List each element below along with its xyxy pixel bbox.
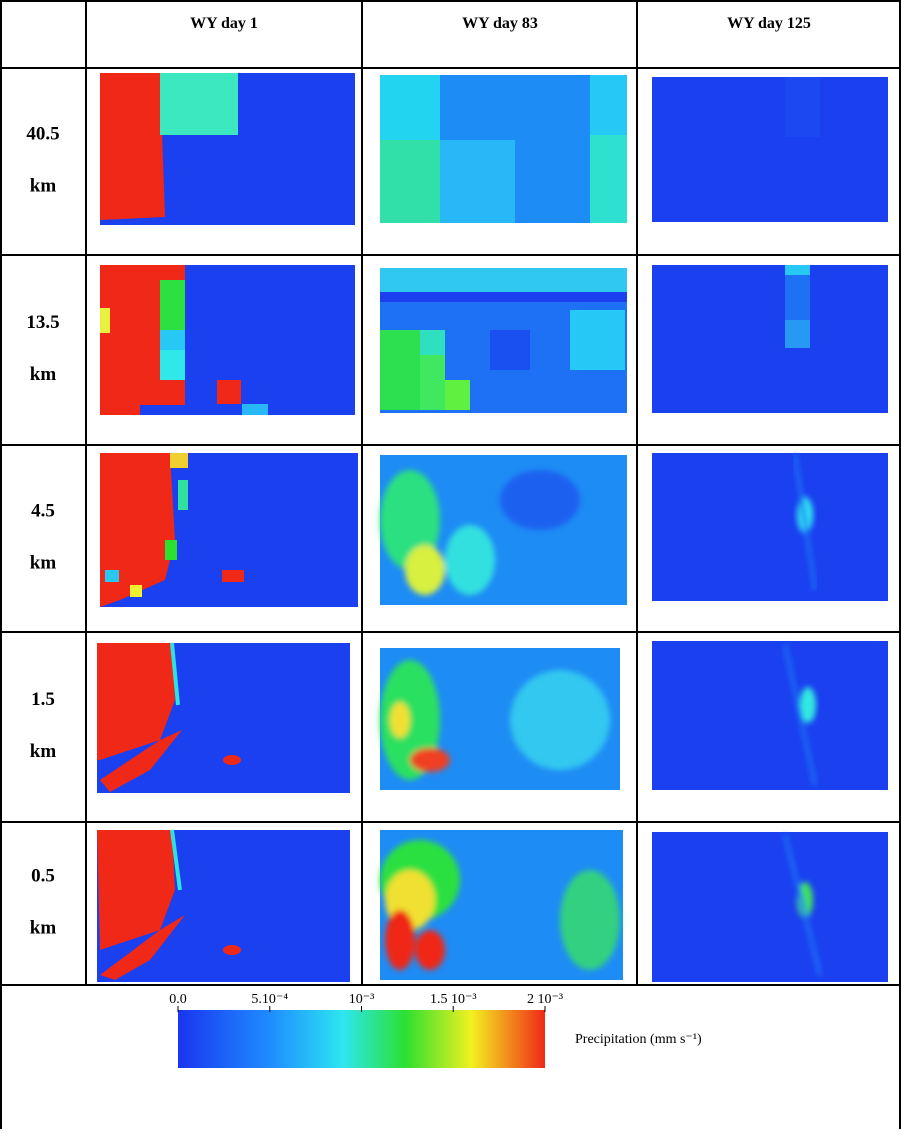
row-label: 0.5 [31, 866, 55, 887]
map-panel [100, 73, 355, 225]
colorbar-tick-label: 1.5 10⁻³ [430, 992, 477, 1007]
map-panel [100, 265, 355, 415]
colorbar [178, 1010, 545, 1068]
map-panel [380, 75, 627, 223]
row-unit: km [30, 553, 57, 574]
map-panel [652, 832, 888, 982]
colorbar-tick-label: 10⁻³ [349, 992, 375, 1007]
map-panel [652, 77, 888, 222]
map-panel [652, 453, 888, 601]
row-label: 1.5 [31, 689, 55, 710]
map-panel [652, 641, 888, 790]
row-label: 40.5 [26, 124, 59, 145]
row-unit: km [30, 176, 57, 197]
row-unit: km [30, 741, 57, 762]
row-unit: km [30, 918, 57, 939]
map-panel [380, 455, 627, 605]
row-unit: km [30, 364, 57, 385]
map-panel [97, 829, 350, 982]
map-panel [100, 453, 358, 607]
column-header: WY day 83 [462, 15, 538, 32]
map-panel [380, 648, 620, 790]
colorbar-tick-label: 2 10⁻³ [527, 992, 563, 1007]
map-panel [380, 268, 627, 413]
row-label: 13.5 [26, 312, 59, 333]
map-panel [652, 265, 888, 413]
colorbar-tick-label: 0.0 [169, 992, 187, 1007]
colorbar-tick-label: 5.10⁻⁴ [251, 992, 288, 1007]
map-panel [97, 642, 350, 793]
row-label: 4.5 [31, 501, 55, 522]
column-header: WY day 1 [190, 15, 258, 32]
column-header: WY day 125 [727, 15, 811, 32]
colorbar-label: Precipitation (mm s⁻¹) [575, 1032, 702, 1047]
map-panel [380, 830, 623, 980]
